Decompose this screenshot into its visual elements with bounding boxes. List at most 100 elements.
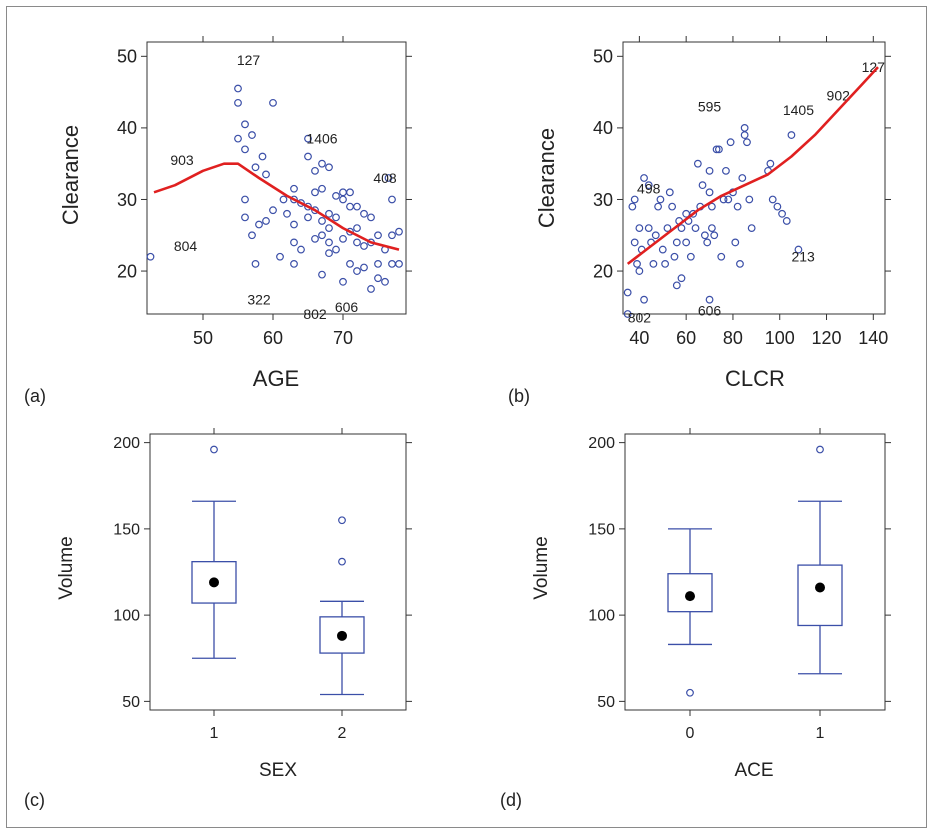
data-point <box>384 174 393 182</box>
point-label: 1406 <box>306 131 337 147</box>
y-tick-label: 100 <box>588 608 615 625</box>
x-axis-title: ACE <box>734 760 773 781</box>
x-tick-label: 50 <box>193 328 213 348</box>
data-point <box>640 174 648 182</box>
data-point <box>628 202 637 211</box>
y-tick-label: 40 <box>117 118 137 138</box>
data-point <box>283 209 291 218</box>
plot-frame <box>149 433 407 711</box>
data-point <box>346 259 354 268</box>
point-label: 606 <box>698 302 722 318</box>
y-tick-label: 20 <box>117 261 137 281</box>
data-point <box>722 166 730 175</box>
data-point <box>738 174 747 182</box>
y-tick-label: 30 <box>117 190 137 210</box>
data-point <box>707 224 716 233</box>
data-point <box>740 131 749 139</box>
data-point <box>241 145 249 154</box>
data-point <box>672 238 681 247</box>
outlier-point <box>338 557 346 566</box>
data-point <box>665 188 674 197</box>
data-point <box>346 227 354 236</box>
y-tick-label: 50 <box>593 47 613 67</box>
data-point <box>698 181 707 190</box>
data-point <box>269 98 277 107</box>
data-point <box>705 188 714 197</box>
data-point <box>311 188 319 197</box>
data-point <box>778 209 786 218</box>
data-point <box>290 195 298 204</box>
data-point <box>339 234 347 243</box>
x-axis-title: CLCR <box>725 366 785 391</box>
point-label: 213 <box>791 249 815 265</box>
point-label: 127 <box>862 59 886 75</box>
data-point <box>360 263 368 272</box>
data-point <box>703 238 712 247</box>
point-label: 804 <box>174 238 198 254</box>
data-point <box>705 295 714 304</box>
x-tick-label: 80 <box>723 328 743 348</box>
data-point <box>682 238 691 247</box>
data-point <box>360 209 368 218</box>
mean-marker <box>685 591 695 602</box>
data-point <box>705 166 714 175</box>
panel-d: 50 100 150 200 0 1 ACE Volume (d) <box>500 428 891 810</box>
data-point <box>318 159 326 168</box>
mean-marker <box>815 582 825 593</box>
point-label: 408 <box>373 170 397 186</box>
data-point <box>241 213 249 222</box>
data-point <box>726 138 735 147</box>
data-point <box>388 231 396 240</box>
data-point <box>318 270 326 279</box>
data-point <box>146 252 155 261</box>
x-tick-label: 100 <box>765 328 795 348</box>
point-label: 903 <box>170 152 194 168</box>
panel-a: 20 30 40 50 50 60 70 AGE Clearance (a) 127 903 804 14… <box>24 36 412 406</box>
x-tick-label: 1 <box>816 725 825 742</box>
outlier-point <box>338 516 346 525</box>
data-point <box>290 259 298 268</box>
data-point <box>353 224 361 233</box>
data-point <box>241 195 249 204</box>
outlier-point <box>686 688 694 697</box>
x-tick-label: 0 <box>686 725 695 742</box>
point-label: 1405 <box>783 102 814 118</box>
point-label: 802 <box>628 310 652 326</box>
data-point <box>353 202 361 211</box>
data-point <box>353 238 361 247</box>
x-tick-label: 60 <box>263 328 283 348</box>
data-point <box>304 213 312 222</box>
data-point <box>262 217 270 225</box>
data-point <box>374 231 382 240</box>
data-point <box>623 288 632 297</box>
data-point <box>663 224 672 233</box>
data-point <box>768 195 777 204</box>
data-point <box>346 202 354 211</box>
data-point <box>649 259 658 268</box>
data-point <box>325 224 333 233</box>
box-1 <box>191 445 237 659</box>
data-point <box>640 295 648 304</box>
data-point <box>766 159 775 168</box>
data-point <box>381 277 389 286</box>
data-point <box>318 231 326 240</box>
box-2 <box>319 516 365 696</box>
data-point <box>668 202 677 211</box>
data-point <box>388 259 396 268</box>
data-point <box>353 267 361 275</box>
data-point <box>630 238 639 247</box>
data-point <box>715 145 723 154</box>
data-point <box>297 199 305 207</box>
data-point <box>304 134 312 143</box>
point-label: 902 <box>827 88 851 104</box>
data-point <box>234 98 242 107</box>
data-point <box>339 188 347 197</box>
data-point <box>290 220 298 229</box>
data-point <box>633 259 641 268</box>
data-point <box>654 202 662 211</box>
panel-b: 20 30 40 50 40 60 80 100 120 140 CLCR Clearance (b) 1… <box>508 36 891 406</box>
figure-frame: 20 30 40 50 50 60 70 AGE Clearance (a) 127 903 804 14… <box>6 6 927 828</box>
data-point <box>787 131 796 139</box>
data-point <box>656 195 665 204</box>
plot-frame <box>622 41 886 315</box>
